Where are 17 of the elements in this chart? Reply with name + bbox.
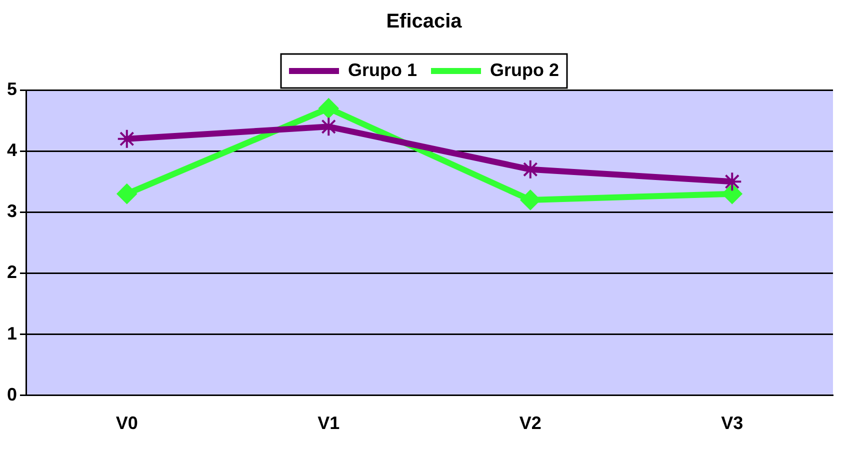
y-tick-label: 1 xyxy=(6,323,18,344)
y-tick-label: 3 xyxy=(6,201,18,222)
x-tick-label: V0 xyxy=(116,413,138,434)
chart-title: Eficacia xyxy=(386,10,463,33)
point xyxy=(116,184,137,204)
x-tick-label: V1 xyxy=(318,413,340,434)
legend-label: Grupo 1 xyxy=(348,60,418,80)
y-tick-label: 5 xyxy=(6,78,18,99)
legend-label: Grupo 2 xyxy=(490,60,560,80)
point xyxy=(722,184,742,204)
point xyxy=(318,98,339,118)
x-tick-label: V2 xyxy=(519,413,542,434)
y-tick-label: 4 xyxy=(6,140,18,160)
y-tick-label: 0 xyxy=(6,384,18,404)
y-tick-label: 2 xyxy=(6,262,18,282)
x-tick-label: V3 xyxy=(721,413,744,434)
point xyxy=(520,190,540,210)
